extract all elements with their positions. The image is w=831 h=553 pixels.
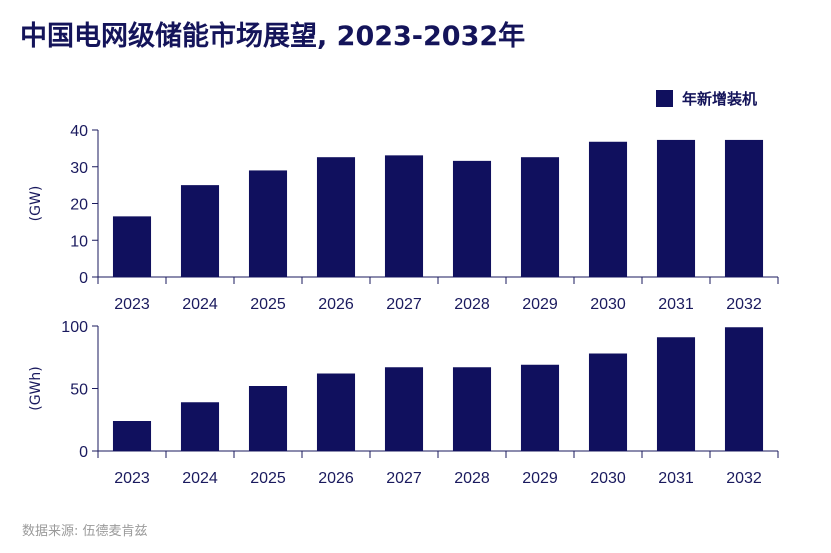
bar-2024 bbox=[180, 185, 220, 277]
bar-2032 bbox=[724, 139, 764, 277]
x-tick-label: 2026 bbox=[318, 470, 354, 487]
x-tick-label: 2025 bbox=[250, 296, 286, 313]
bar-2023 bbox=[112, 216, 152, 277]
bar-2028 bbox=[452, 367, 492, 451]
x-tick-label: 2030 bbox=[590, 470, 626, 487]
bar-2026 bbox=[316, 157, 356, 277]
x-tick-label: 2030 bbox=[590, 296, 626, 313]
bar-2025 bbox=[248, 386, 288, 451]
bar-2030 bbox=[588, 353, 628, 451]
bar-2029 bbox=[520, 364, 560, 451]
x-tick-label: 2028 bbox=[454, 470, 490, 487]
source-note: 数据来源: 伍德麦肯兹 bbox=[22, 524, 148, 539]
y-axis-label: (GW) bbox=[28, 186, 44, 222]
x-tick-label: 2028 bbox=[454, 296, 490, 313]
bar-2028 bbox=[452, 160, 492, 277]
x-tick-label: 2026 bbox=[318, 296, 354, 313]
legend-label: 年新增装机 bbox=[682, 90, 757, 108]
x-tick-label: 2029 bbox=[522, 296, 558, 313]
x-tick-label: 2023 bbox=[114, 470, 150, 487]
x-tick-label: 2031 bbox=[658, 470, 694, 487]
y-tick-label: 50 bbox=[70, 382, 88, 399]
bar-2026 bbox=[316, 373, 356, 451]
bar-2031 bbox=[656, 139, 696, 277]
x-tick-label: 2027 bbox=[386, 470, 422, 487]
y-tick-label: 100 bbox=[61, 319, 88, 336]
y-tick-label: 30 bbox=[70, 160, 88, 177]
x-tick-label: 2024 bbox=[182, 296, 218, 313]
y-tick-label: 10 bbox=[70, 233, 88, 250]
bar-2032 bbox=[724, 327, 764, 451]
y-tick-label: 20 bbox=[70, 197, 88, 214]
bar-2027 bbox=[384, 155, 424, 277]
y-axis-label: (GWh) bbox=[28, 366, 44, 411]
bar-2030 bbox=[588, 141, 628, 277]
bar-2025 bbox=[248, 170, 288, 277]
y-tick-label: 0 bbox=[79, 444, 88, 461]
x-tick-label: 2024 bbox=[182, 470, 218, 487]
x-tick-label: 2032 bbox=[726, 296, 762, 313]
x-tick-label: 2027 bbox=[386, 296, 422, 313]
x-tick-label: 2032 bbox=[726, 470, 762, 487]
y-tick-label: 40 bbox=[70, 123, 88, 140]
bar-2024 bbox=[180, 402, 220, 451]
bar-2029 bbox=[520, 157, 560, 277]
y-tick-label: 0 bbox=[79, 270, 88, 287]
x-tick-label: 2023 bbox=[114, 296, 150, 313]
bar-2027 bbox=[384, 367, 424, 451]
x-tick-label: 2025 bbox=[250, 470, 286, 487]
x-tick-label: 2029 bbox=[522, 470, 558, 487]
x-tick-label: 2031 bbox=[658, 296, 694, 313]
bar-2031 bbox=[656, 337, 696, 451]
bar-2023 bbox=[112, 421, 152, 451]
chart-title: 中国电网级储能市场展望, 2023-2032年 bbox=[20, 21, 526, 52]
legend-swatch bbox=[656, 90, 673, 107]
